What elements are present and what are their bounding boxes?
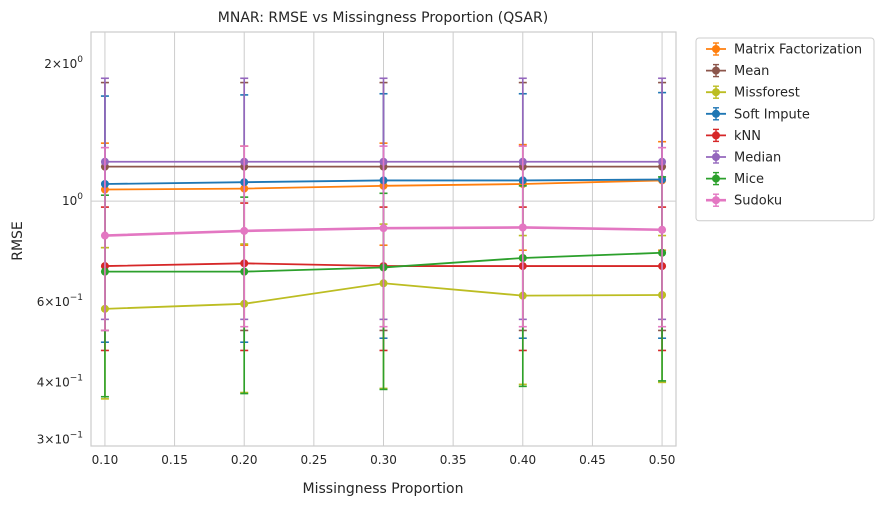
series-sudoku: [100, 145, 667, 332]
x-tick-label: 0.45: [579, 453, 606, 467]
legend-marker: [712, 131, 720, 140]
legend-marker: [712, 88, 720, 97]
legend-label: Median: [734, 151, 781, 166]
legend-marker: [712, 174, 720, 183]
legend-item: Matrix Factorization: [706, 42, 862, 58]
y-tick-label: 100: [62, 192, 83, 208]
plot-frame: [90, 31, 677, 447]
legend-box: [695, 37, 875, 222]
legend-item: kNN: [706, 128, 761, 144]
x-axis-label: Missingness Proportion: [303, 481, 464, 497]
x-tick-label: 0.35: [440, 453, 467, 467]
y-tick-label: 6×10−1: [37, 293, 83, 309]
x-tick-label: 0.10: [92, 453, 119, 467]
legend: Matrix Factorization Mean Missforest Soft I…: [695, 37, 875, 222]
chart-title: MNAR: RMSE vs Missingness Proportion (QS…: [218, 10, 548, 26]
legend-marker: [712, 196, 720, 205]
data-point: [518, 223, 527, 232]
y-tick-label: 3×10−1: [37, 430, 83, 446]
legend-item: Missforest: [706, 85, 800, 101]
legend-label: Missforest: [734, 86, 800, 101]
x-tick-label: 0.40: [509, 453, 536, 467]
legend-label: Sudoku: [734, 194, 782, 209]
x-tick-label: 0.15: [161, 453, 188, 467]
x-tick-label: 0.50: [649, 453, 676, 467]
legend-label: Mice: [734, 172, 764, 187]
x-tick-label: 0.25: [300, 453, 327, 467]
data-point: [240, 226, 249, 235]
legend-label: Soft Impute: [734, 107, 810, 122]
legend-marker: [712, 66, 720, 75]
legend-item: Soft Impute: [706, 107, 810, 122]
legend-item: Mice: [706, 171, 764, 187]
legend-marker: [712, 109, 720, 118]
legend-label: Mean: [734, 64, 769, 79]
legend-item: Sudoku: [706, 193, 782, 209]
legend-item: Median: [706, 150, 781, 166]
legend-item: Mean: [706, 63, 769, 79]
data-point: [100, 231, 109, 240]
legend-label: kNN: [734, 129, 761, 144]
y-axis-label: RMSE: [10, 221, 26, 261]
plot-area: 0.10 0.15 0.20 0.25 0.30 0.35 0.40 0.45 0.50 2×10…: [37, 31, 677, 467]
x-tick-label: 0.20: [231, 453, 258, 467]
y-tick-label: 2×100: [44, 55, 83, 71]
y-tick-label: 4×10−1: [37, 373, 83, 389]
data-point: [379, 224, 388, 233]
x-tick-label: 0.30: [370, 453, 397, 467]
data-point: [658, 225, 667, 234]
legend-label: Matrix Factorization: [734, 43, 862, 58]
legend-marker: [712, 153, 720, 161]
legend-marker: [712, 45, 720, 53]
